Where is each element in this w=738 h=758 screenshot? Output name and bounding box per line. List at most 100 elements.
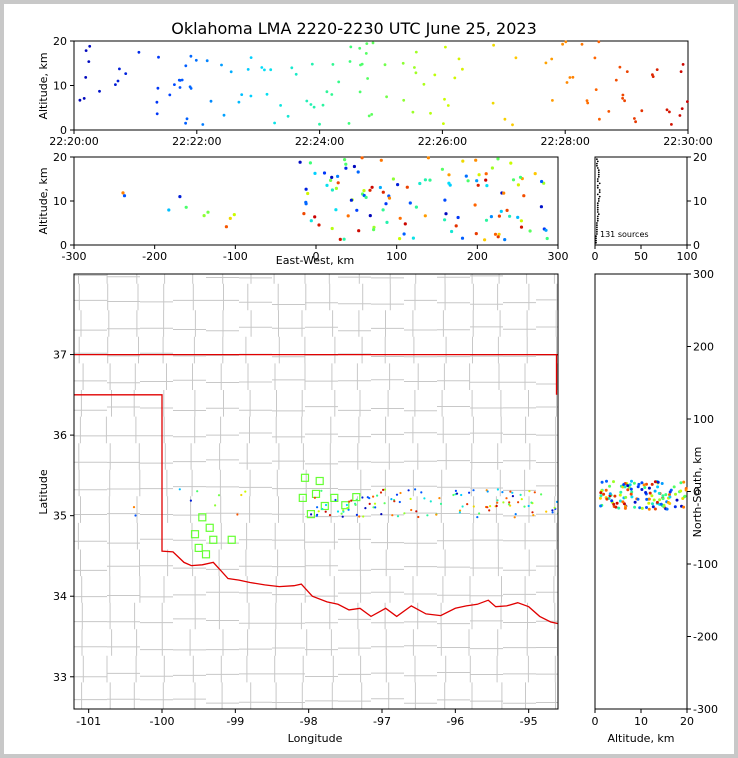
- time-altitude-point: [686, 100, 689, 103]
- figure: Oklahoma LMA 2220-2230 UTC June 25, 2023…: [4, 4, 734, 754]
- time-altitude-point: [593, 56, 597, 60]
- altitude-tick-label: 20: [693, 151, 707, 164]
- county-line: [218, 274, 224, 709]
- time-altitude-point: [640, 109, 644, 113]
- ns-altitude-point: [612, 480, 615, 484]
- time-altitude-point: [137, 50, 141, 54]
- time-altitude-point: [321, 103, 325, 107]
- ns-altitude-point: [608, 484, 612, 488]
- ns-altitude-point: [636, 485, 640, 489]
- ew-altitude-point: [539, 205, 544, 209]
- ns-altitude-point: [619, 490, 623, 494]
- time-altitude-point: [279, 104, 282, 107]
- time-tick-label: 22:20:00: [49, 135, 98, 148]
- ns-altitude-point: [650, 494, 654, 498]
- time-altitude-point: [551, 99, 554, 102]
- ns-altitude-point: [624, 495, 628, 499]
- time-altitude-point: [414, 50, 418, 54]
- histogram-point: [597, 171, 600, 174]
- ns-altitude-point: [683, 494, 687, 498]
- histogram-point: [598, 191, 601, 194]
- time-altitude-point: [189, 54, 193, 58]
- ew-altitude-point: [402, 232, 406, 236]
- plan-view-point: [383, 502, 386, 505]
- altitude-tick-label: 10: [634, 715, 648, 728]
- plan-view-point: [507, 503, 511, 506]
- histogram-point: [596, 193, 599, 196]
- plan-view-point: [399, 491, 402, 495]
- ew-altitude-point: [306, 191, 310, 196]
- ns-altitude-point: [656, 480, 660, 484]
- plan-view-point: [396, 515, 400, 518]
- time-altitude-point: [330, 93, 334, 96]
- time-altitude-point: [651, 73, 654, 77]
- plan-view-point: [472, 489, 475, 492]
- altitude-tick-label: 0: [693, 239, 700, 252]
- ew-altitude-point: [493, 232, 498, 236]
- ew-altitude-point: [484, 218, 489, 222]
- plan-view-point: [350, 499, 353, 502]
- ew-tick-label: 200: [467, 250, 488, 263]
- ns-altitude-point: [605, 497, 609, 501]
- ns-altitude-ticks: 0 10 20-300 -200 -100 0 100 200 300: [592, 268, 718, 728]
- ew-altitude-point: [330, 188, 334, 192]
- plan-view-point: [240, 493, 243, 497]
- histogram-point: [596, 180, 599, 183]
- time-altitude-point: [118, 67, 121, 71]
- altitude-tick-label: 10: [693, 195, 707, 208]
- time-altitude-point: [155, 100, 159, 104]
- county-line: [74, 591, 558, 598]
- plan-view-point: [511, 491, 514, 494]
- ew-altitude-point: [381, 208, 385, 212]
- plan-view-point: [341, 515, 344, 518]
- ns-altitude-point: [674, 492, 677, 496]
- altitude-tick-label: 0: [592, 715, 599, 728]
- time-altitude-point: [614, 78, 618, 82]
- ns-altitude-point: [629, 492, 633, 496]
- ew-altitude-point: [202, 214, 206, 218]
- ns-tick-label: 200: [693, 341, 714, 354]
- plan-view-point: [435, 513, 438, 516]
- histogram-point: [596, 206, 599, 209]
- plan-view-point: [439, 502, 443, 505]
- time-altitude-point: [655, 68, 659, 71]
- ew-tick-label: -100: [223, 250, 248, 263]
- ns-tick-label: 300: [693, 268, 714, 281]
- time-altitude-point: [446, 104, 450, 107]
- altitude-tick-label: 20: [680, 715, 694, 728]
- county-line: [74, 379, 558, 385]
- ew-altitude-point: [313, 215, 317, 219]
- altitude-histogram-points: [595, 158, 601, 244]
- ew-altitude-point: [396, 183, 400, 187]
- time-altitude-point: [249, 56, 253, 59]
- time-altitude-frame: [73, 40, 689, 131]
- plan-view-point: [409, 497, 412, 500]
- plan-view-point: [132, 506, 136, 509]
- plan-view-point: [336, 510, 340, 513]
- time-altitude-point: [294, 72, 298, 76]
- ew-altitude-point: [428, 178, 432, 182]
- ew-altitude-point: [364, 195, 368, 199]
- ns-altitude-point: [626, 488, 630, 492]
- ns-altitude-point: [650, 482, 654, 486]
- plan-view-point: [501, 491, 504, 494]
- ew-altitude-point: [484, 178, 488, 182]
- plan-view-point: [531, 511, 534, 514]
- ew-altitude-point: [346, 214, 350, 218]
- ew-tick-label: 100: [386, 250, 407, 263]
- time-altitude-point: [318, 122, 321, 126]
- plan-view-point: [214, 504, 217, 507]
- plan-view-point: [393, 500, 396, 503]
- time-altitude-point: [305, 99, 309, 103]
- ew-tick-label: -200: [142, 250, 167, 263]
- ns-altitude-point: [636, 497, 640, 501]
- histogram-point: [596, 178, 599, 180]
- plan-view-point: [358, 515, 361, 518]
- plan-view-point: [398, 500, 401, 504]
- plan-view-point: [334, 498, 337, 502]
- county-line: [74, 485, 558, 491]
- plan-view-point: [488, 509, 491, 512]
- plan-view-point: [178, 488, 181, 491]
- plan-view-point: [379, 491, 383, 494]
- ew-altitude-point: [461, 159, 465, 163]
